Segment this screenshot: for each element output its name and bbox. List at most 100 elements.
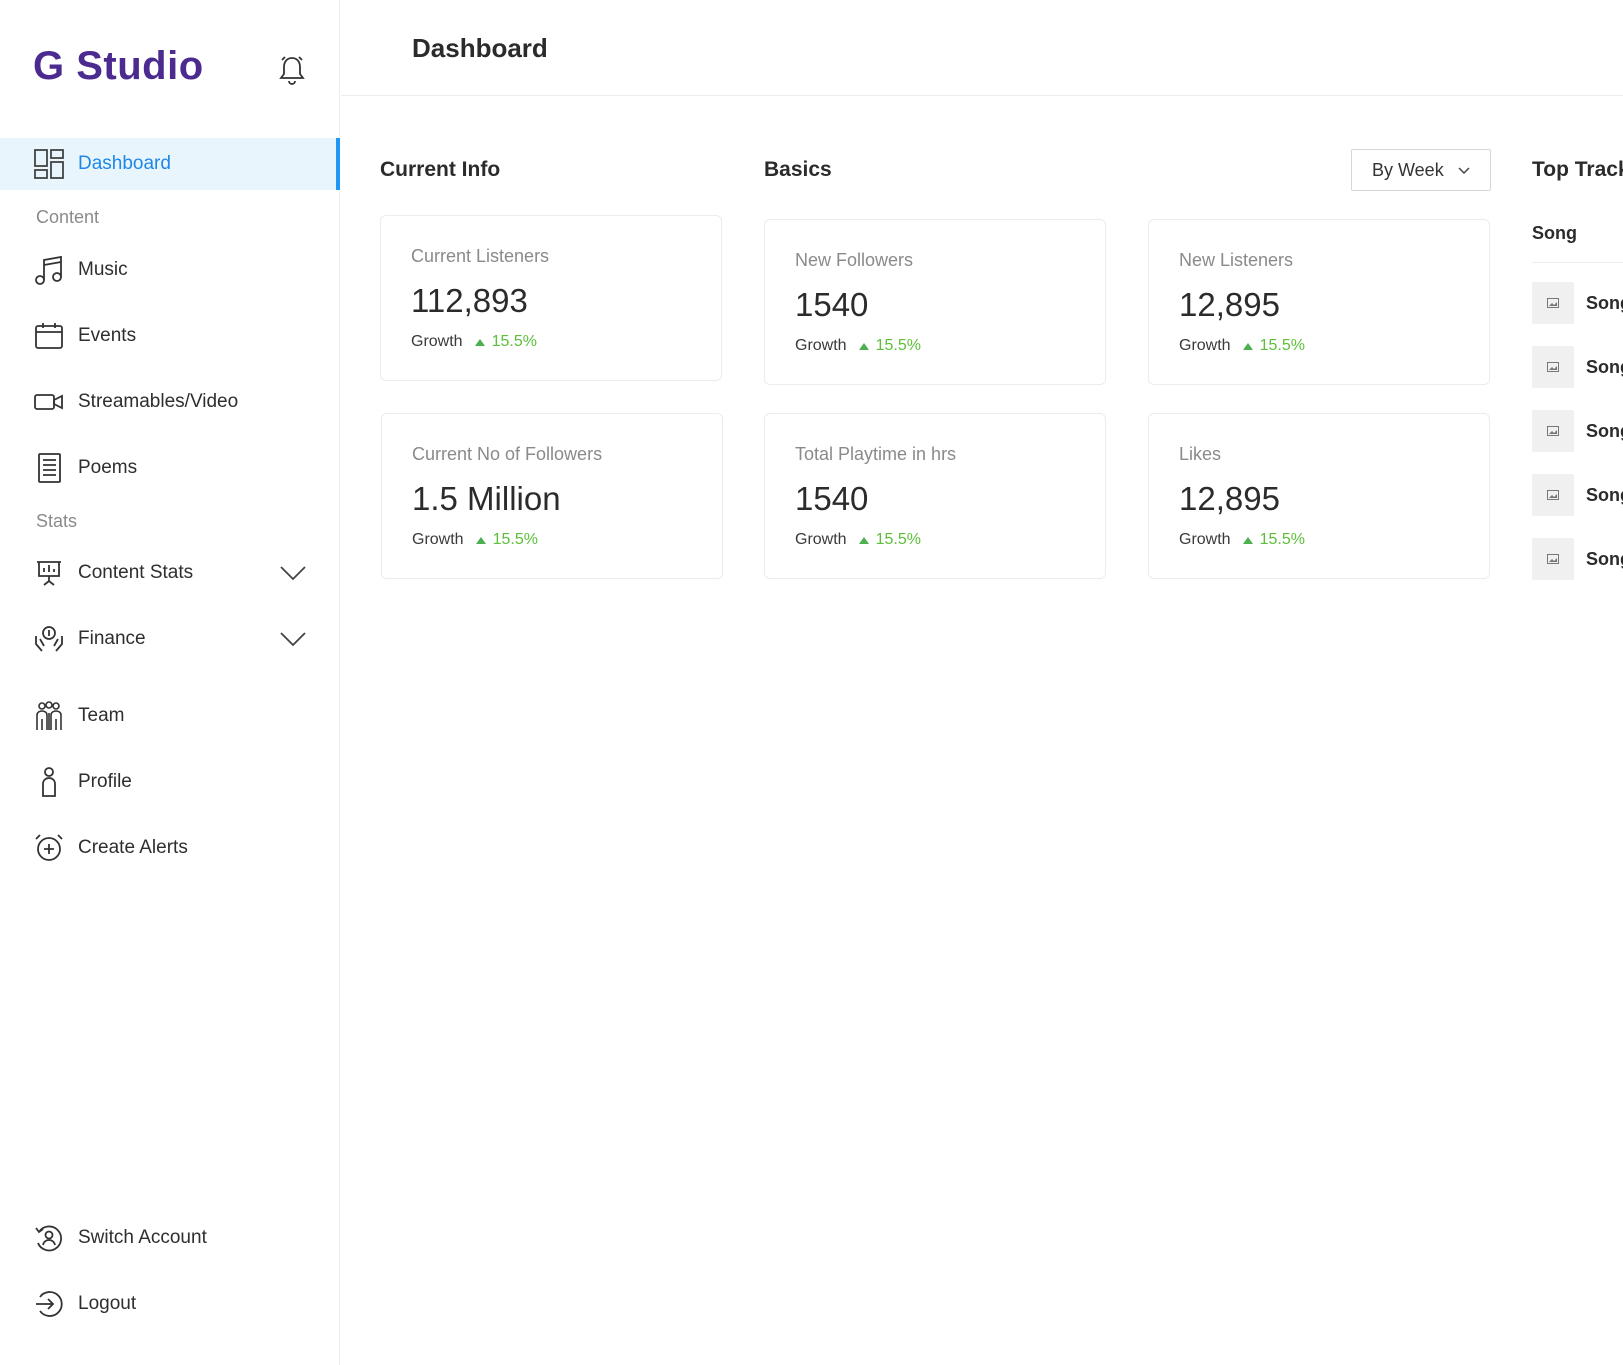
stat-card-current-followers: Current No of Followers 1.5 Million Grow… (381, 413, 723, 579)
notification-button[interactable] (278, 54, 306, 86)
track-name: Song (1586, 549, 1623, 569)
period-select-value: By Week (1372, 159, 1444, 180)
sidebar-item-profile[interactable]: Profile (0, 756, 340, 808)
stat-card-new-followers: New Followers 1540 Growth 15.5% (764, 219, 1106, 385)
growth-label: Growth (1179, 337, 1231, 354)
sidebar-item-finance[interactable]: Finance (0, 613, 340, 665)
trend-up-icon (1242, 536, 1253, 544)
sidebar-item-poems[interactable]: Poems (0, 442, 340, 494)
image-icon (1532, 346, 1574, 388)
top-tracks-title: Top Tracks (1532, 158, 1623, 181)
sidebar-item-label: Events (78, 325, 137, 346)
table-row[interactable]: Song (1532, 282, 1623, 324)
stat-growth: Growth 15.5% (1179, 531, 1305, 549)
sidebar-item-streamables[interactable]: Streamables/Video (0, 376, 340, 428)
sidebar: G Studio Dashboard Content (0, 0, 340, 1365)
music-note-icon (33, 254, 65, 286)
stat-growth: Growth 15.5% (795, 337, 921, 355)
stat-label: New Listeners (1179, 250, 1294, 270)
current-info-title: Current Info (380, 158, 501, 181)
person-icon (33, 766, 65, 798)
growth-value: 15.5% (491, 333, 537, 350)
stat-label: Current No of Followers (412, 444, 603, 464)
sidebar-item-dashboard[interactable]: Dashboard (0, 138, 340, 190)
stat-card-current-listeners: Current Listeners 112,893 Growth 15.5% (380, 215, 722, 381)
track-name: Song (1586, 357, 1623, 377)
brand-logo: G Studio (33, 44, 204, 88)
chevron-down-icon[interactable] (280, 565, 306, 581)
document-icon (33, 452, 65, 484)
switch-account-icon (33, 1222, 65, 1254)
growth-value: 15.5% (875, 531, 921, 548)
divider (1532, 262, 1623, 263)
sidebar-item-label: Content Stats (78, 562, 194, 583)
sidebar-item-label: Profile (78, 771, 132, 792)
sidebar-item-team[interactable]: Team (0, 690, 340, 742)
stat-value: 12,895 (1179, 286, 1280, 323)
stat-growth: Growth 15.5% (1179, 337, 1305, 355)
table-row[interactable]: Song (1532, 346, 1623, 388)
trend-up-icon (1242, 342, 1253, 350)
sidebar-item-label: Streamables/Video (78, 391, 239, 412)
sidebar-item-content-stats[interactable]: Content Stats (0, 547, 340, 599)
stat-card-total-playtime: Total Playtime in hrs 1540 Growth 15.5% (764, 413, 1106, 579)
chevron-down-icon[interactable] (280, 631, 306, 647)
trend-up-icon (858, 536, 869, 544)
stat-card-likes: Likes 12,895 Growth 15.5% (1148, 413, 1490, 579)
stat-value: 1540 (795, 286, 869, 323)
sidebar-item-label: Dashboard (78, 153, 171, 174)
calendar-icon (33, 320, 65, 352)
top-tracks-column-header: Song (1532, 223, 1577, 243)
team-icon (33, 700, 65, 732)
sidebar-item-label: Team (78, 705, 125, 726)
section-label-content: Content (36, 207, 100, 227)
image-icon (1532, 282, 1574, 324)
sidebar-item-label: Create Alerts (78, 837, 188, 858)
sidebar-item-logout[interactable]: Logout (0, 1278, 340, 1330)
table-row[interactable]: Song (1532, 474, 1623, 516)
stat-label: Likes (1179, 444, 1222, 464)
sidebar-item-switch-account[interactable]: Switch Account (0, 1212, 340, 1264)
period-select[interactable]: By Week (1351, 149, 1491, 191)
track-name: Song (1586, 421, 1623, 441)
bell-icon (279, 56, 305, 85)
image-icon (1532, 410, 1574, 452)
stat-card-new-listeners: New Listeners 12,895 Growth 15.5% (1148, 219, 1490, 385)
image-icon (1532, 538, 1574, 580)
growth-label: Growth (795, 531, 847, 548)
stat-value: 112,893 (411, 282, 528, 319)
trend-up-icon (474, 338, 485, 346)
stat-value: 1.5 Million (412, 480, 561, 517)
growth-value: 15.5% (1259, 337, 1305, 354)
logout-icon (33, 1288, 65, 1320)
stat-label: Current Listeners (411, 246, 550, 266)
sidebar-item-label: Poems (78, 457, 138, 478)
growth-value: 15.5% (1259, 531, 1305, 548)
stat-value: 12,895 (1179, 480, 1280, 517)
section-label-stats: Stats (36, 511, 78, 531)
sidebar-item-events[interactable]: Events (0, 310, 340, 362)
track-name: Song (1586, 485, 1623, 505)
table-row[interactable]: Song (1532, 538, 1623, 580)
dashboard-icon (33, 148, 65, 180)
chevron-down-icon (1458, 167, 1470, 175)
stat-growth: Growth 15.5% (411, 333, 537, 351)
stat-label: Total Playtime in hrs (795, 444, 957, 464)
sidebar-item-label: Logout (78, 1293, 137, 1314)
video-camera-icon (33, 386, 65, 418)
sidebar-item-label: Switch Account (78, 1227, 207, 1248)
stat-value: 1540 (795, 480, 869, 517)
finance-icon (33, 623, 65, 655)
growth-label: Growth (795, 337, 847, 354)
trend-up-icon (475, 536, 486, 544)
image-icon (1532, 474, 1574, 516)
header: Dashboard (341, 0, 1623, 96)
trend-up-icon (858, 342, 869, 350)
sidebar-item-create-alerts[interactable]: Create Alerts (0, 822, 340, 874)
growth-label: Growth (412, 531, 464, 548)
table-row[interactable]: Song (1532, 410, 1623, 452)
sidebar-item-music[interactable]: Music (0, 244, 340, 296)
sidebar-item-label: Music (78, 259, 128, 280)
alarm-add-icon (33, 832, 65, 864)
